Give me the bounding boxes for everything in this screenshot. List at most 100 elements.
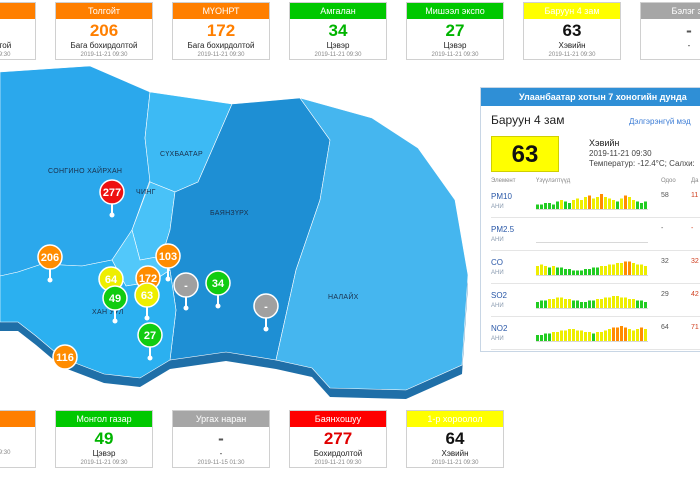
sparkbar [560,200,563,209]
pollutant-row[interactable]: NO2 АНИ 64 71 [491,320,700,350]
sparkbar [608,264,611,275]
label-khan-uul: ХАН УУЛ [92,309,124,316]
marker-base [165,276,171,282]
marker-circle [52,344,78,370]
station-card-t3[interactable]: МҮОНРТ 172 Бага бохирдолтой 2019-11-21 09:3… [172,2,270,60]
sparkbar [544,333,547,341]
station-card-t1[interactable]: 5Бохирдолтой 2019-11-21 09:30 [0,2,36,60]
sparkbar [640,203,643,209]
station-marker[interactable]: 116 [52,344,78,383]
station-card-b1[interactable]: ал 32019-11-21 09:30 [0,410,36,468]
sparkbar [560,330,563,341]
sparkbar [604,330,607,341]
station-card-time: 2019-11-21 09:30 [431,52,479,58]
station-card-b3[interactable]: Ургах наран - - 2019-11-15 01:30 [172,410,270,468]
station-card-b2[interactable]: Монгол газар 49 Цэвэр 2019-11-21 09:30 [55,410,153,468]
sparkbar [568,329,571,341]
station-marker[interactable]: 103 [155,243,181,282]
station-marker[interactable]: - [253,293,279,332]
marker-aqi-value: 277 [103,187,121,199]
pollutant-name: PM2.5 [491,225,515,234]
marker-circle [205,270,231,296]
sparkbar [600,332,603,341]
district-nalaikh[interactable] [275,97,469,391]
station-card-status: Цэвэр [326,41,350,50]
sparkbar [580,270,583,275]
marker-aqi-value: 64 [105,274,118,286]
sparkbar [592,300,595,308]
station-marker[interactable]: 34 [205,270,231,309]
station-card-t7[interactable]: Бэлэг эх -- [640,2,700,60]
col-avg: Да [691,178,699,184]
marker-base [183,305,189,311]
station-card-status: Бохирдолтой [313,449,363,458]
sparkbar [596,332,599,341]
sparkbar [632,200,635,209]
station-card-title: Монгол газар [56,411,152,427]
station-marker[interactable]: 49 [102,285,128,324]
sparkbar [620,263,623,275]
sparkbar [604,297,607,308]
station-card-t2[interactable]: Толгойт 206 Бага бохирдолтой 2019-11-21 09:… [55,2,153,60]
station-card-title: ал [0,411,35,427]
station-card-t4[interactable]: Амгалан 34 Цэвэр 2019-11-21 09:30 [289,2,387,60]
station-card-title: Амгалан [290,3,386,19]
sparkbar [608,198,611,209]
station-card-time: 2019-11-21 09:30 [80,52,128,58]
pollutant-name: CO [491,258,503,267]
station-marker[interactable]: 277 [99,179,125,218]
panel-title: Улаанбаатар хотын 7 хоногийн дунда [481,88,700,106]
station-marker[interactable]: 27 [137,322,163,361]
pollutant-row[interactable]: CO АНИ 32 32 [491,254,700,284]
sparkbar [540,335,543,341]
pollutant-row[interactable]: PM10 АНИ 58 11 [491,188,700,218]
sparkbar [544,266,547,275]
marker-circle [155,243,181,269]
pollutant-unit: АНИ [491,237,504,243]
sparkbar [564,330,567,341]
sparkbar [576,198,579,209]
sparkbar [580,200,583,209]
station-card-t5[interactable]: Мишээл экспо 27 Цэвэр 2019-11-21 09:30 [406,2,504,60]
marker-aqi-value: 63 [141,290,153,302]
pollutant-sparkbars [536,261,648,276]
panel-status: Хэвийн [589,138,620,148]
station-marker[interactable]: 63 [134,282,160,321]
marker-base [147,355,153,361]
sparkbar [584,332,587,341]
pollutant-avg: 11 [691,192,699,199]
station-card-aqi: 64 [445,429,465,448]
pollutant-avg: - [691,225,694,232]
details-link[interactable]: Дэлгэрэнгүй мэд [629,117,691,126]
sparkbar [536,302,539,308]
sparkbar [540,204,543,209]
sparkbar [624,327,627,341]
station-card-b4[interactable]: Баянхошуу 277 Бохирдолтой 2019-11-21 09:30 [289,410,387,468]
station-marker[interactable]: 206 [37,244,63,283]
station-card-time: 2019-11-21 09:30 [0,52,11,58]
label-songino-khairkhan: СОНГИНО ХАЙРХАН [48,166,122,175]
sparkbar [564,299,567,308]
pollutant-unit: АНИ [491,204,504,210]
sparkbar [556,201,559,209]
station-marker[interactable]: - [173,272,199,311]
marker-base [112,318,118,324]
sparkbar [620,297,623,308]
sparkbar [588,332,591,341]
sparkbar [584,197,587,209]
sparkbar [556,332,559,341]
sparkbar [548,267,551,275]
marker-base [215,303,221,309]
sparkbar [572,300,575,308]
pollutant-row[interactable]: SO2 АНИ 29 42 [491,287,700,317]
station-card-t6[interactable]: Баруун 4 зам 63 Хэвийн 2019-11-21 09:30 [523,2,621,60]
pollutant-row[interactable]: PM2.5 АНИ - - [491,221,700,251]
sparkbar [596,197,599,209]
district-khan-uul[interactable] [0,259,177,379]
station-card-b5[interactable]: 1-р хороолол 64 Хэвийн 2019-11-21 09:30 [406,410,504,468]
sparkbar [584,302,587,308]
sparkbar [636,300,639,308]
pollutant-current: 64 [661,324,669,331]
station-card-title [0,3,35,19]
pollutant-sparkbars [536,194,648,210]
